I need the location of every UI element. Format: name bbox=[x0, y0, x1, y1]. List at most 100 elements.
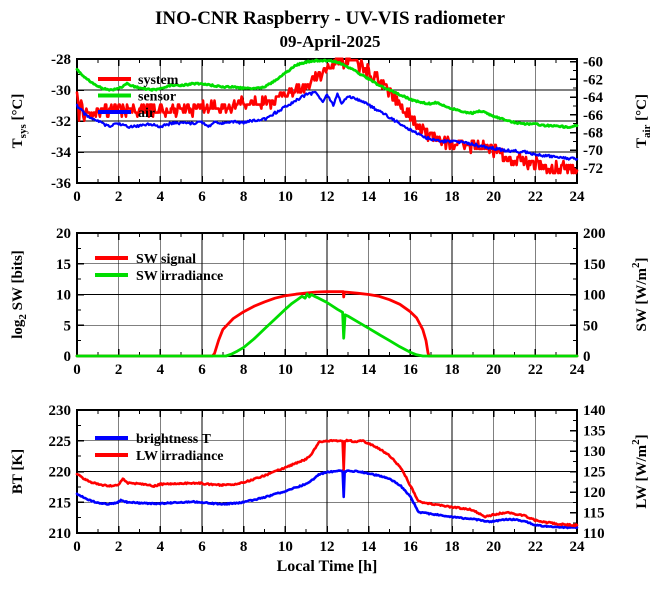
left-tick-label: 5 bbox=[64, 318, 72, 334]
x-tick-label: 8 bbox=[240, 539, 248, 555]
x-tick-label: 22 bbox=[528, 189, 543, 205]
right-tick-label: -60 bbox=[583, 55, 603, 71]
left-tick-label: 230 bbox=[49, 403, 72, 419]
left-tick-label: 20 bbox=[56, 226, 71, 242]
x-tick-label: 0 bbox=[73, 539, 81, 555]
x-tick-label: 22 bbox=[528, 362, 543, 378]
tick-labels: 0 2 4 6 8 10 12 14 16 18 20 22 24-36-34-32-30-28-72-… bbox=[51, 52, 603, 205]
x-tick-label: 16 bbox=[403, 362, 419, 378]
x-tick-label: 20 bbox=[486, 189, 501, 205]
legend: brightness T LW irradiance bbox=[95, 432, 224, 464]
right-tick-label: -66 bbox=[583, 108, 603, 124]
x-tick-label: 10 bbox=[278, 539, 293, 555]
legend-label-sensor: sensor bbox=[138, 90, 176, 105]
x-tick-label: 24 bbox=[570, 189, 586, 205]
right-tick-label: 0 bbox=[583, 349, 591, 365]
legend-item-sw-signal: SW signal bbox=[95, 252, 196, 267]
right-tick-label: 100 bbox=[583, 288, 606, 304]
series-air-line bbox=[75, 90, 579, 161]
x-tick-label: 2 bbox=[115, 189, 123, 205]
right-tick-label: 125 bbox=[583, 465, 606, 481]
left-axis-title: Tsys​ [°C] bbox=[10, 94, 29, 149]
right-tick-label: 200 bbox=[583, 226, 606, 242]
series-sensor-line bbox=[75, 58, 579, 129]
x-tick-label: 24 bbox=[570, 539, 586, 555]
right-axis-title: Tair​ [°C] bbox=[634, 94, 653, 148]
x-tick-label: 2 bbox=[115, 362, 123, 378]
left-tick-label: 210 bbox=[49, 526, 72, 542]
left-tick-label: 220 bbox=[49, 465, 72, 481]
x-tick-label: 24 bbox=[570, 362, 586, 378]
left-tick-label: -30 bbox=[51, 83, 71, 99]
x-tick-label: 6 bbox=[198, 362, 206, 378]
left-axis-title: log2​ SW [bits] bbox=[10, 250, 29, 339]
x-tick-label: 10 bbox=[278, 189, 293, 205]
right-tick-label: 120 bbox=[583, 485, 606, 501]
x-tick-label: 6 bbox=[198, 189, 206, 205]
x-tick-label: 6 bbox=[198, 539, 206, 555]
left-tick-label: -32 bbox=[51, 114, 71, 130]
left-tick-label: 215 bbox=[49, 495, 72, 511]
left-tick-label: 0 bbox=[64, 349, 72, 365]
series-sw-irradiance-line bbox=[75, 292, 579, 358]
series-group bbox=[75, 57, 579, 175]
right-tick-label: -68 bbox=[583, 126, 603, 142]
right-tick-label: 150 bbox=[583, 257, 606, 273]
legend-label-system: system bbox=[138, 73, 179, 88]
right-tick-label: 115 bbox=[583, 506, 605, 522]
x-tick-label: 4 bbox=[157, 189, 165, 205]
right-tick-label: 50 bbox=[583, 318, 598, 334]
legend-item-brightness-t: brightness T bbox=[95, 432, 211, 447]
x-tick-label: 12 bbox=[320, 539, 335, 555]
right-tick-label: 140 bbox=[583, 403, 606, 419]
x-tick-label: 12 bbox=[320, 362, 335, 378]
x-tick-label: 14 bbox=[361, 539, 377, 555]
series-group bbox=[75, 438, 579, 530]
x-tick-label: 2 bbox=[115, 539, 123, 555]
axis-ticks bbox=[76, 409, 578, 534]
tick-labels: 0 2 4 6 8 10 12 14 16 18 20 22 242102152202252301101… bbox=[49, 403, 606, 555]
series-group bbox=[75, 290, 579, 358]
x-tick-label: 20 bbox=[486, 539, 501, 555]
x-tick-label: 0 bbox=[73, 362, 81, 378]
x-tick-label: 12 bbox=[320, 189, 335, 205]
series-sw-signal-line bbox=[75, 290, 579, 358]
legend-item-system: system bbox=[98, 73, 179, 88]
left-tick-label: -36 bbox=[51, 176, 71, 192]
x-tick-label: 18 bbox=[445, 189, 460, 205]
right-axis-title: LW [W/m2​] bbox=[630, 434, 650, 508]
right-tick-label: -62 bbox=[583, 72, 603, 88]
x-axis-title: Local Time [h] bbox=[277, 558, 378, 575]
x-tick-label: 0 bbox=[73, 189, 81, 205]
right-tick-label: 130 bbox=[583, 444, 606, 460]
left-tick-label: -34 bbox=[51, 145, 71, 161]
axis-ticks bbox=[76, 58, 578, 184]
figure-title: INO-CNR Raspberry - UV-VIS radiometer bbox=[155, 8, 506, 29]
right-tick-label: -64 bbox=[583, 90, 603, 106]
panel-longwave-panel: 0 2 4 6 8 10 12 14 16 18 20 22 242102152202252301101… bbox=[10, 403, 650, 575]
legend-item-sensor: sensor bbox=[98, 90, 176, 105]
right-tick-label: 135 bbox=[583, 424, 606, 440]
x-tick-label: 14 bbox=[361, 189, 377, 205]
x-tick-label: 16 bbox=[403, 539, 419, 555]
series-lw-irradiance-line bbox=[75, 438, 579, 528]
left-tick-label: 225 bbox=[49, 434, 72, 450]
legend-label-sw-signal: SW signal bbox=[136, 252, 196, 267]
x-tick-label: 4 bbox=[157, 362, 165, 378]
legend-label-lw-irradiance: LW irradiance bbox=[136, 449, 224, 464]
left-tick-label: 10 bbox=[56, 288, 71, 304]
x-tick-label: 8 bbox=[240, 362, 248, 378]
left-tick-label: 15 bbox=[56, 257, 71, 273]
x-tick-label: 4 bbox=[157, 539, 165, 555]
legend-label-brightness-t: brightness T bbox=[136, 432, 211, 447]
panels-group: 0 2 4 6 8 10 12 14 16 18 20 22 24-36-34-32-30-28-72-… bbox=[10, 52, 653, 575]
legend-label-sw-irradiance: SW irradiance bbox=[136, 269, 223, 284]
figure-subtitle: 09-April-2025 bbox=[279, 32, 380, 51]
right-axis-title: SW [W/m2​] bbox=[630, 258, 650, 332]
x-tick-label: 10 bbox=[278, 362, 293, 378]
legend-item-lw-irradiance: LW irradiance bbox=[95, 449, 224, 464]
x-tick-label: 18 bbox=[445, 362, 460, 378]
